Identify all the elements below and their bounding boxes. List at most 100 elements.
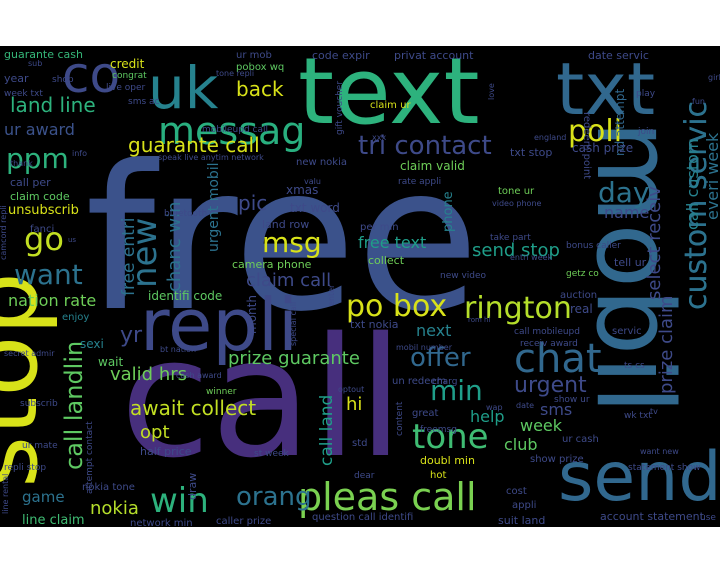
word-repli-stop: repli stop xyxy=(4,463,46,473)
word-congrat: congrat xyxy=(112,71,147,81)
word-pleas-call: pleas call xyxy=(298,475,477,519)
word-tone-ur: tone ur xyxy=(498,186,535,197)
word-sms-ac: sms ac xyxy=(128,97,160,107)
word-subscrib: subscrib xyxy=(20,399,58,409)
word-mobil-number: mobil number xyxy=(396,343,453,352)
word-messag: messag xyxy=(158,109,305,153)
word-play: play xyxy=(636,89,656,99)
word-win: win xyxy=(150,481,209,521)
word-auction: auction xyxy=(560,290,597,301)
word-ppm: ppm xyxy=(6,142,69,175)
word-guarante-call: guarante call xyxy=(128,133,260,157)
word-camera-phone: camera phone xyxy=(232,258,312,271)
word-land-row: land row xyxy=(262,218,309,231)
word-urgent-mobil: urgent mobil xyxy=(206,162,222,252)
word-enter: enter xyxy=(327,284,336,306)
word-select-receiv: select receiv xyxy=(644,186,665,300)
word-join: join xyxy=(637,127,654,137)
word-draw: draw xyxy=(186,473,199,500)
word-po-box: po box xyxy=(346,289,447,324)
word-yr: yr xyxy=(120,323,143,348)
word-free: free xyxy=(85,123,479,356)
word-use: use xyxy=(700,513,716,523)
word-getz-co: getz co xyxy=(566,269,599,279)
word-line-claim: line claim xyxy=(22,513,85,527)
word-love: love xyxy=(487,83,496,100)
word-doubl-min: doubl min xyxy=(420,454,475,467)
word-ur-mate: ur mate xyxy=(22,441,58,451)
word-new-video: new video xyxy=(440,271,487,281)
word-show-prize: show prize xyxy=(530,454,584,465)
word-stop: stop xyxy=(0,272,60,488)
word-england: england xyxy=(534,133,566,142)
word-bonus-caller: bonus caller xyxy=(566,241,621,251)
word-us: us xyxy=(68,236,76,244)
word-shop: shop xyxy=(52,75,74,85)
word-call: call xyxy=(120,302,404,494)
word-special-call: special call xyxy=(289,302,298,346)
word-dear: dear xyxy=(354,471,375,481)
word-everi-week: everi week xyxy=(703,132,720,220)
word-content: content xyxy=(395,401,405,436)
word-chat: chat xyxy=(514,336,602,382)
word-tv: tv xyxy=(650,407,658,416)
word-rington: rington xyxy=(464,291,572,326)
word-winner: winner xyxy=(206,387,237,397)
word-servic: servic xyxy=(612,326,642,337)
word-camcord-repli: camcord repli xyxy=(0,205,8,260)
word-claim-ur: claim ur xyxy=(370,100,411,111)
word-nokia-tone: nokia tone xyxy=(82,482,135,493)
word-valid-hrs: valid hrs xyxy=(110,364,187,385)
word-go: go xyxy=(24,220,64,258)
word-opt: opt xyxy=(140,422,170,443)
word-phone: phone xyxy=(441,191,456,232)
word-chanc-win: chanc win xyxy=(164,202,185,293)
word-sub: sub xyxy=(28,59,42,68)
word-charg: charg xyxy=(432,377,457,387)
word-year: year xyxy=(4,72,29,85)
word-cost: cost xyxy=(506,486,527,497)
word-pic: pic xyxy=(238,191,267,215)
word-un-redeem: un redeem xyxy=(392,376,446,387)
word-claim-call: claim call xyxy=(246,270,331,291)
word-call-landlin: call landlin xyxy=(60,341,88,470)
word-orang: orang xyxy=(236,482,312,512)
word-gift-voucher: gift voucher xyxy=(335,81,345,135)
word-nokia: nokia xyxy=(90,498,139,519)
word-repli: repli xyxy=(140,283,298,367)
word-ur-mob: ur mob xyxy=(236,50,272,61)
word-ur-award: ur award xyxy=(4,120,75,139)
word-prize-guarante: prize guarante xyxy=(228,348,360,369)
word-statement-show: statement show xyxy=(628,463,700,473)
word-min: min xyxy=(430,374,483,407)
word-entri-week: entri week xyxy=(510,253,553,262)
word-custom-servic: custom servic xyxy=(679,101,714,310)
word-next: next xyxy=(416,321,451,340)
word-speak-live-anytim-network: speak live anytim network xyxy=(158,153,264,162)
word-per-min: per min xyxy=(360,222,399,233)
word-txt-stop: txt stop xyxy=(510,146,552,159)
word-week: week xyxy=(520,416,563,435)
word-show-ur: show ur xyxy=(554,395,590,405)
word-caller-prize: caller prize xyxy=(216,516,271,527)
word-claim-code: claim code xyxy=(10,190,70,203)
word-month: month xyxy=(245,295,259,334)
word-freemsg: freemsg xyxy=(420,425,457,435)
word-free-entri: free entri xyxy=(119,217,139,296)
word-appli: appli xyxy=(512,500,536,511)
word-new: new xyxy=(125,218,165,288)
word-wap: wap xyxy=(486,403,503,412)
word-back: back xyxy=(236,77,284,101)
word-video-phone: video phone xyxy=(492,199,542,208)
word-wait: wait xyxy=(98,355,124,369)
word-question-call-identifi: question call identifi xyxy=(312,512,413,523)
word-name: name xyxy=(604,203,649,222)
word-st-week: st week xyxy=(254,449,290,459)
word-txt-word: txt word xyxy=(290,201,340,215)
word-thank: thank xyxy=(10,159,33,168)
word-date: date xyxy=(516,401,534,410)
word-prize-claim: prize claim xyxy=(656,295,677,394)
word-help: help xyxy=(470,407,505,426)
word-optout: optout xyxy=(338,385,364,394)
word-fanci: fanci xyxy=(30,224,54,235)
